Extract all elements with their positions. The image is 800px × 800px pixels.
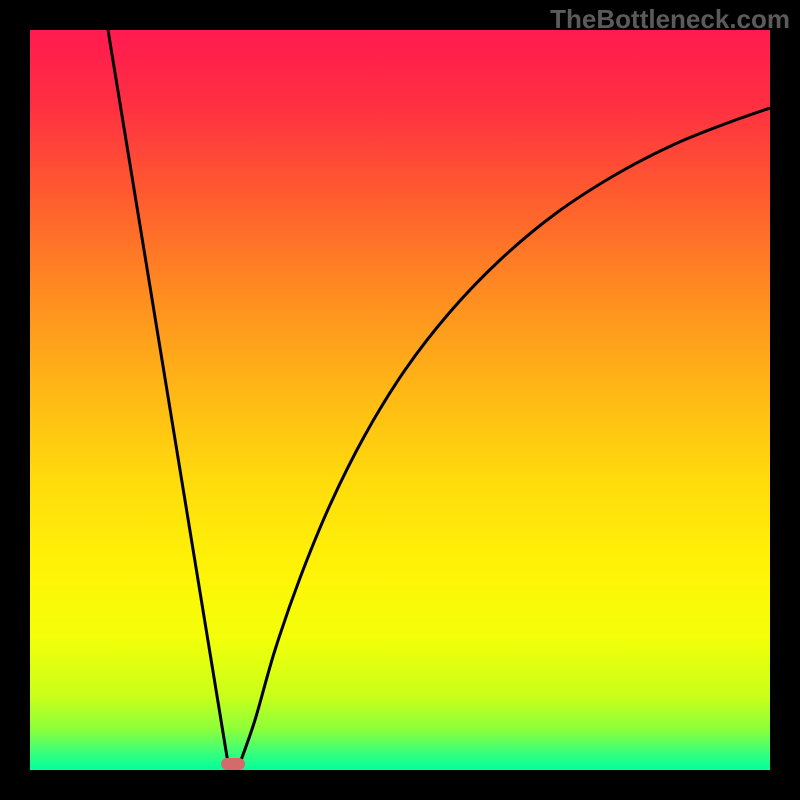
- minimum-marker: [221, 758, 245, 770]
- left-line-segment: [108, 30, 228, 763]
- plot-area: [30, 30, 770, 770]
- right-curve-segment: [240, 108, 770, 763]
- curve-layer: [30, 30, 770, 770]
- watermark-text: TheBottleneck.com: [550, 4, 790, 35]
- chart-container: TheBottleneck.com: [0, 0, 800, 800]
